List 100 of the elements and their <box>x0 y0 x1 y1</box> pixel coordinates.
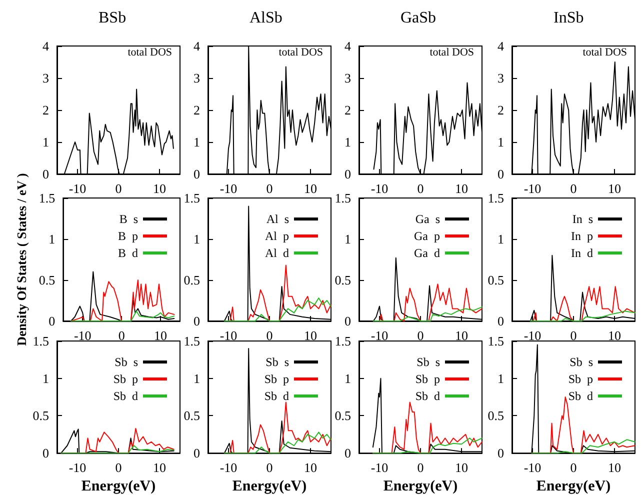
y-tick-label: 0 <box>194 166 200 182</box>
x-tick-label: 10 <box>304 328 317 343</box>
y-tick-label: 0 <box>344 446 351 461</box>
x-axis-title: Energy(eV) <box>536 478 611 494</box>
x-tick-label: 0 <box>266 460 273 476</box>
x-tick-label: 0 <box>417 181 424 196</box>
y-tick-label: 0 <box>344 314 351 328</box>
chart-title: AlSb <box>250 10 282 26</box>
line-series <box>70 310 175 322</box>
y-tick-label: 1 <box>344 232 351 246</box>
x-tick-label: -10 <box>220 328 238 343</box>
y-tick-label: 0 <box>194 446 200 461</box>
y-tick-label: 0 <box>42 446 49 461</box>
y-tick-label: 1 <box>194 134 200 150</box>
y-tick-label: 0 <box>194 314 200 328</box>
x-tick-label: -10 <box>220 181 238 196</box>
x-tick-label: -10 <box>524 328 542 343</box>
y-tick-label: 1 <box>42 370 49 386</box>
x-tick-label: -10 <box>68 460 86 476</box>
y-tick-label: 0 <box>48 314 56 328</box>
x-tick-label: 0 <box>417 460 424 476</box>
y-tick-label: 0.5 <box>184 272 200 288</box>
legend-label: Sb s <box>570 355 594 369</box>
x-tick-label: -10 <box>370 328 388 343</box>
legend-label: Sb d <box>113 389 138 403</box>
x-tick-label: 0 <box>570 460 577 476</box>
x-axis-title: Energy(eV) <box>383 478 458 494</box>
x-tick-label: 10 <box>154 328 168 343</box>
y-tick-label: 1.5 <box>184 334 200 348</box>
y-tick-label: 2 <box>194 102 200 118</box>
x-tick-label: 0 <box>570 181 577 196</box>
y-axis-title: Density Of States ( States / eV ) <box>14 173 29 346</box>
line-series <box>531 439 636 454</box>
y-tick-label: 4 <box>344 38 352 54</box>
x-tick-label: -10 <box>370 460 388 476</box>
legend-label: Sb p <box>415 372 440 386</box>
y-tick-label: 0.5 <box>488 272 504 288</box>
y-tick-label: 0.5 <box>334 408 351 424</box>
y-tick-label: 0.5 <box>184 408 200 424</box>
x-axis-title: Energy(eV) <box>232 478 307 494</box>
y-tick-label: 0.5 <box>32 408 49 424</box>
x-tick-label: 0 <box>266 181 273 196</box>
line-series <box>70 280 175 322</box>
legend-label: Sb p <box>568 372 593 386</box>
x-tick-label: 0 <box>118 328 125 343</box>
x-tick-label: 10 <box>304 460 317 476</box>
y-tick-label: 1 <box>344 370 351 386</box>
y-tick-label: 1.5 <box>38 190 56 206</box>
y-tick-label: 1.5 <box>488 334 504 348</box>
x-tick-label: -10 <box>74 328 92 343</box>
legend-label: In d <box>571 246 593 260</box>
x-tick-label: 10 <box>608 181 621 196</box>
legend-label: Al d <box>265 246 289 260</box>
x-tick-label: -10 <box>68 181 86 196</box>
chart-title: GaSb <box>400 10 436 26</box>
line-series <box>60 445 174 454</box>
x-tick-label: -10 <box>524 181 542 196</box>
y-tick-label: 0 <box>344 166 351 182</box>
y-tick-label: 4 <box>42 38 50 54</box>
legend-label: Sb s <box>416 355 440 369</box>
legend-label: B s <box>119 212 138 226</box>
chart-title: InSb <box>554 10 584 26</box>
legend-label: Sb s <box>266 355 290 369</box>
annotation: total DOS <box>430 46 474 58</box>
annotation: total DOS <box>278 46 324 58</box>
y-tick-label: 2 <box>344 102 351 118</box>
x-tick-label: 0 <box>115 181 122 196</box>
legend-label: Al p <box>265 229 289 243</box>
y-tick-label: 1 <box>194 370 200 386</box>
x-tick-label: -10 <box>370 181 388 196</box>
y-tick-label: 2 <box>42 102 49 118</box>
y-tick-label: 1 <box>498 134 504 150</box>
legend-label: Sb p <box>113 372 138 386</box>
y-tick-label: 3 <box>42 70 49 86</box>
x-tick-label: -10 <box>524 460 542 476</box>
line-series <box>372 438 482 454</box>
y-tick-label: 1.5 <box>488 190 504 206</box>
line-series <box>372 306 482 322</box>
y-tick-label: 1 <box>42 134 49 150</box>
x-tick-label: 10 <box>455 328 468 343</box>
y-tick-label: 1 <box>344 134 351 150</box>
x-tick-label: 10 <box>153 460 166 476</box>
legend-label: Ga s <box>415 212 440 226</box>
y-tick-label: 1.5 <box>184 190 200 206</box>
legend-label: Sb d <box>568 389 593 403</box>
legend-label: B p <box>118 229 138 243</box>
legend-label: Ga d <box>414 246 440 260</box>
x-tick-label: 10 <box>455 181 468 196</box>
y-tick-label: 3 <box>498 70 504 86</box>
x-tick-label: -10 <box>220 460 238 476</box>
y-tick-label: 4 <box>498 38 504 54</box>
legend-label: B d <box>118 246 138 260</box>
legend-label: Sb p <box>264 372 289 386</box>
y-tick-label: 0.5 <box>38 272 56 288</box>
y-tick-label: 4 <box>194 38 200 54</box>
legend-label: In p <box>571 229 593 243</box>
y-tick-label: 1 <box>498 232 504 246</box>
x-axis-title: Energy(eV) <box>81 478 156 494</box>
y-tick-label: 1 <box>498 370 504 386</box>
y-tick-label: 3 <box>344 70 351 86</box>
